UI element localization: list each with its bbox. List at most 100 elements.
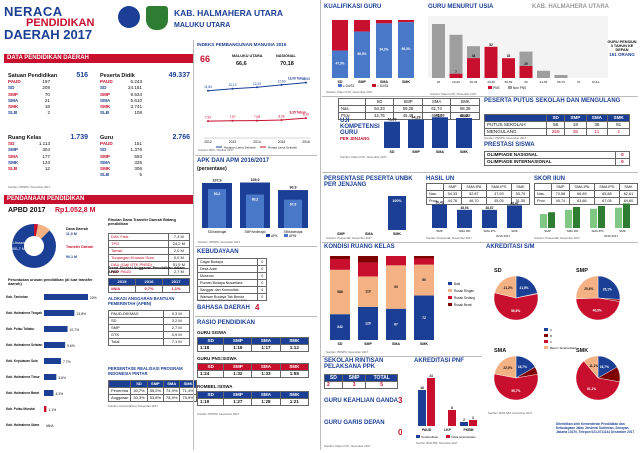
putus-title: PESERTA PUTUS SEKOLAH DAN MENGULANG <box>484 98 621 104</box>
skor-group-label: SMK <box>619 229 626 233</box>
pensiun-value: 151 ORANG <box>609 52 635 57</box>
kualifikasi-legend-below: < D4/S1 <box>377 84 389 88</box>
kondisi-berat-bar <box>414 256 434 259</box>
ipm-year-label: 2014 <box>253 140 261 144</box>
hasil-un-row: Prov. 44,76 46,70 45,05 51,55 <box>426 197 531 205</box>
pip-cell: 78,9% <box>163 394 181 402</box>
skor-2016-bar <box>590 208 597 228</box>
pendanaan-source: Sumber: Kemendikbud, November 2017 <box>108 404 158 408</box>
garis-depan-source: Sumber: Ditjen GTK, November 2017 <box>324 444 371 448</box>
akreditasi-legend-mark <box>544 328 548 331</box>
ipm-rata-line-label: 8,06 <box>278 115 284 119</box>
rasio-guru-cell: SMA <box>251 337 281 345</box>
guru-label: Guru <box>100 134 114 141</box>
skor-cell: SMK <box>618 183 639 191</box>
guru-usia-title: GURU MENURUT USIA <box>428 4 494 10</box>
rintisan-cell: TOTAL <box>365 374 398 382</box>
guru-row: PAUD 151 <box>100 141 142 147</box>
ipm-rata-line-point <box>305 117 307 120</box>
ipm-nasional-value: 70,18 <box>280 61 294 67</box>
kebudayaan-cell: Rumah Budaya Nusantara <box>196 279 259 287</box>
bantuan-cell: 2,7 M <box>163 324 190 332</box>
kualifikasi-s1-bar <box>376 23 392 79</box>
unbk-group-label: SMP <box>337 232 345 236</box>
hasil-un-cell: Nas. <box>426 190 444 198</box>
pip-cell <box>107 380 132 388</box>
kualifikasi-group-label: SMK <box>402 80 410 84</box>
skor-cell <box>534 183 552 191</box>
ruang-label: Ruang Kelas <box>8 134 42 141</box>
bahasa-title: BAHASA DAERAH <box>197 305 250 311</box>
putus-cell <box>483 114 548 122</box>
kebudayaan-row: Museum 0 <box>196 272 267 280</box>
hasil-un-source: Sumber: Puspendik, November 2017 <box>426 236 472 240</box>
ipm-harapan-line-label: 12,60 <box>278 79 286 83</box>
garis-depan-title: GURU GARIS DEPAN <box>324 420 385 426</box>
rasio-pns-cell: SMA <box>251 363 281 371</box>
rasio-pns-row: 1:24 1:32 1:33 1:55 <box>196 370 310 378</box>
rincian-cell: 2,7 M <box>167 268 191 276</box>
peserta-row-label: PAUD <box>100 79 113 84</box>
bantuan-cell: SD <box>107 317 165 325</box>
guru-row-value: 1.376 <box>130 147 143 153</box>
hasil-un-group-label: SMP <box>436 229 443 233</box>
rasio-table-rombel-siswa: SD SMP SMA SMK 1:19 1:27 1:28 1:21 <box>196 391 310 406</box>
akreditasi-pie-title: SD <box>494 268 502 274</box>
peruntukan-label: Kab. Pulau Taliabu <box>6 327 34 331</box>
bantuan-row: PAUD-DIKMAS 0,3 M <box>107 310 190 318</box>
kondisi-ringan-value: 93 <box>394 285 398 289</box>
akreditasi-slice-label: 61,1% <box>587 387 596 391</box>
guru-usia-age-label: 61-65 <box>540 80 548 84</box>
peserta-total: 49.337 <box>168 72 190 79</box>
pip-cell: 30,7% <box>130 387 148 395</box>
guru-row-label: SD <box>100 147 107 153</box>
kualifikasi-below-bar <box>354 20 370 32</box>
kondisi-baik-bar <box>414 295 434 340</box>
skor-2017-bar <box>598 205 605 228</box>
prov-name: MALUKU UTARA <box>174 22 231 29</box>
hasil-un-group-label: SMK <box>511 229 518 233</box>
hasil-un-bar <box>457 209 472 228</box>
rintisan-cell: SMP <box>341 374 367 382</box>
peruntukan-bar <box>44 326 68 332</box>
ipm-year-label: 2016 <box>302 140 310 144</box>
peruntukan-label: Kab. Tanimbar <box>6 295 29 299</box>
pnf-terakreditasi-bar <box>418 390 426 426</box>
akreditasi-slice-label: 21,2% <box>504 286 513 290</box>
akreditasi-source: Sumber: BAN S/M, November 2017 <box>488 411 533 415</box>
kualifikasi-legend-s1: ≥ D4/S1 <box>343 84 355 88</box>
hasil-un-cell <box>426 183 444 191</box>
ipm-harapan-line-point <box>231 87 234 90</box>
ipm-harapan-line-point <box>256 86 258 89</box>
kondisi-group-label: SMK <box>420 342 428 346</box>
peruntukan-value: 13,8% <box>76 312 86 316</box>
putus-row: SD SMP SMA SMK <box>483 114 630 122</box>
guru-row-value: 335 <box>134 159 142 165</box>
apm-value: 80,2 <box>252 198 259 202</box>
kab-logo <box>146 6 168 30</box>
hasil-un-group-label: SMA IPS <box>483 229 495 233</box>
ipm-maluku-label: MALUKU UTARA <box>232 54 263 58</box>
guru-row: SD 1.376 <box>100 147 142 153</box>
pnf-source: Sumber: BAN PNF, November 2017 <box>416 441 458 445</box>
peruntukan-value: 5,6% <box>58 376 66 380</box>
ruang-row: SMP 304 <box>8 147 50 153</box>
kualifikasi-value: 96,3% <box>401 47 410 51</box>
hasil-un-value: 38,93 <box>461 206 469 210</box>
putus-cell: 19 <box>564 121 587 129</box>
peruntukan-chart: Kab. Tanimbar 20% Kab. Halmahera Tengah 13,… <box>6 294 97 428</box>
kualifikasi-title: KUALIFIKASI GURU <box>324 4 382 10</box>
peruntukan-label: Kab. Halmahera Tengah <box>6 311 42 315</box>
ruang-row-value: 177 <box>42 153 50 159</box>
hasil-un-value: 48,47 <box>511 201 519 205</box>
hasil-un-value: 50,42 <box>436 200 444 204</box>
guru-usia-legend-pns-mark <box>488 86 492 89</box>
donut-dana-value: 11,0 M <box>66 232 77 236</box>
akreditasi-slice-label: 16,7% <box>600 365 609 369</box>
ruang-row-label: SLB <box>8 166 18 172</box>
trend-cell: 1,1% <box>162 285 190 293</box>
ipm-rank: 66 <box>200 54 211 64</box>
guru-row-label: SLB <box>100 172 110 178</box>
ipm-rata-line-point <box>280 119 283 122</box>
